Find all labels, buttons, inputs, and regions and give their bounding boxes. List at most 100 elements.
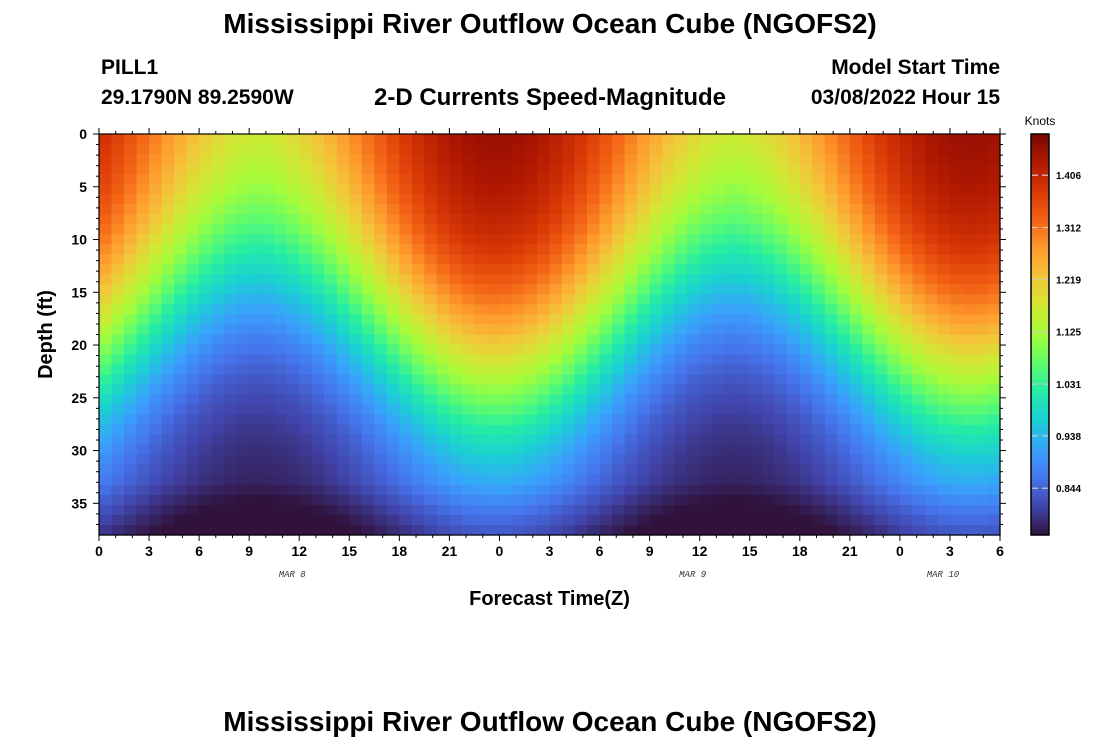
heatmap-cell	[449, 264, 463, 275]
heatmap-cell	[599, 364, 613, 376]
heatmap-cell	[299, 154, 313, 165]
heatmap-cell	[324, 424, 338, 436]
heatmap-cell	[762, 164, 776, 175]
heatmap-cell	[874, 174, 888, 185]
heatmap-cell	[987, 454, 1001, 466]
heatmap-cell	[436, 414, 450, 426]
heatmap-cell	[461, 474, 476, 486]
heatmap-cell	[712, 334, 726, 346]
heatmap-cell	[161, 294, 175, 306]
heatmap-cell	[937, 194, 951, 205]
heatmap-cell	[224, 394, 238, 406]
heatmap-cell	[787, 324, 801, 336]
heatmap-cell	[424, 254, 438, 265]
heatmap-cell	[687, 524, 701, 536]
heatmap-cell	[762, 334, 776, 346]
heatmap-cell	[224, 514, 238, 526]
heatmap-cell	[474, 314, 488, 326]
heatmap-cell	[649, 164, 663, 175]
heatmap-cell	[274, 504, 288, 516]
heatmap-cell	[349, 134, 363, 145]
heatmap-cell	[224, 334, 238, 346]
heatmap-cell	[874, 264, 888, 275]
heatmap-cell	[124, 414, 138, 426]
heatmap-cell	[937, 444, 951, 456]
heatmap-cell	[862, 324, 876, 336]
heatmap-cell	[599, 514, 613, 526]
heatmap-cell	[99, 434, 113, 446]
heatmap-cell	[937, 164, 951, 175]
heatmap-cell	[299, 254, 313, 265]
heatmap-cell	[486, 414, 501, 426]
heatmap-cell	[812, 334, 826, 346]
heatmap-cell	[712, 274, 726, 285]
heatmap-cell	[536, 504, 551, 516]
heatmap-cell	[161, 434, 175, 446]
heatmap-cell	[862, 474, 876, 486]
heatmap-cell	[524, 284, 538, 296]
heatmap-cell	[612, 144, 626, 155]
heatmap-cell	[524, 314, 538, 326]
heatmap-cell	[662, 174, 676, 185]
heatmap-cell	[149, 524, 163, 536]
heatmap-cell	[424, 174, 438, 185]
heatmap-cell	[411, 204, 425, 215]
heatmap-cell	[562, 524, 576, 536]
heatmap-cell	[899, 424, 913, 436]
heatmap-cell	[962, 324, 976, 336]
heatmap-cell	[136, 464, 150, 476]
heatmap-cell	[386, 424, 400, 436]
heatmap-cell	[937, 224, 951, 235]
heatmap-cell	[862, 184, 876, 195]
heatmap-cell	[949, 374, 964, 386]
heatmap-cell	[562, 504, 576, 516]
heatmap-cell	[274, 354, 288, 366]
heatmap-cell	[136, 494, 150, 506]
heatmap-cell	[149, 434, 163, 446]
heatmap-cell	[149, 224, 163, 235]
heatmap-cell	[737, 234, 751, 245]
heatmap-cell	[862, 254, 876, 265]
heatmap-cell	[386, 174, 400, 185]
model-start-value: 03/08/2022 Hour 15	[810, 86, 1000, 109]
heatmap-cell	[499, 344, 513, 356]
heatmap-cell	[649, 194, 663, 205]
heatmap-cell	[474, 144, 488, 155]
heatmap-cell	[962, 374, 976, 386]
colorbar-tick-label: 0.844	[1056, 484, 1081, 495]
heatmap-cell	[624, 474, 638, 486]
heatmap-cell	[712, 394, 726, 406]
heatmap-cell	[424, 294, 438, 306]
heatmap-cell	[724, 154, 738, 165]
heatmap-cell	[574, 284, 588, 296]
heatmap-cell	[399, 174, 413, 185]
heatmap-cell	[974, 334, 989, 346]
heatmap-cell	[449, 384, 463, 396]
heatmap-cell	[386, 374, 400, 386]
heatmap-cell	[286, 284, 300, 296]
heatmap-cell	[236, 494, 250, 506]
heatmap-cell	[699, 474, 713, 486]
heatmap-cell	[949, 334, 964, 346]
heatmap-cell	[161, 324, 175, 336]
heatmap-cell	[837, 174, 851, 185]
x-tick-label: 3	[946, 543, 954, 559]
heatmap-cell	[449, 434, 463, 446]
heatmap-cell	[687, 274, 701, 285]
heatmap-cell	[962, 464, 976, 476]
heatmap-cell	[974, 204, 989, 215]
heatmap-cell	[599, 414, 613, 426]
heatmap-cell	[962, 384, 976, 396]
heatmap-cell	[324, 244, 338, 255]
heatmap-cell	[149, 344, 163, 356]
heatmap-cell	[662, 354, 676, 366]
heatmap-cell	[874, 154, 888, 165]
heatmap-cell	[186, 384, 200, 396]
heatmap-cell	[249, 194, 263, 205]
heatmap-cell	[174, 134, 188, 145]
heatmap-cell	[562, 244, 576, 255]
heatmap-cell	[574, 414, 588, 426]
heatmap-cell	[799, 274, 813, 285]
heatmap-cell	[887, 384, 901, 396]
heatmap-cell	[436, 484, 450, 496]
